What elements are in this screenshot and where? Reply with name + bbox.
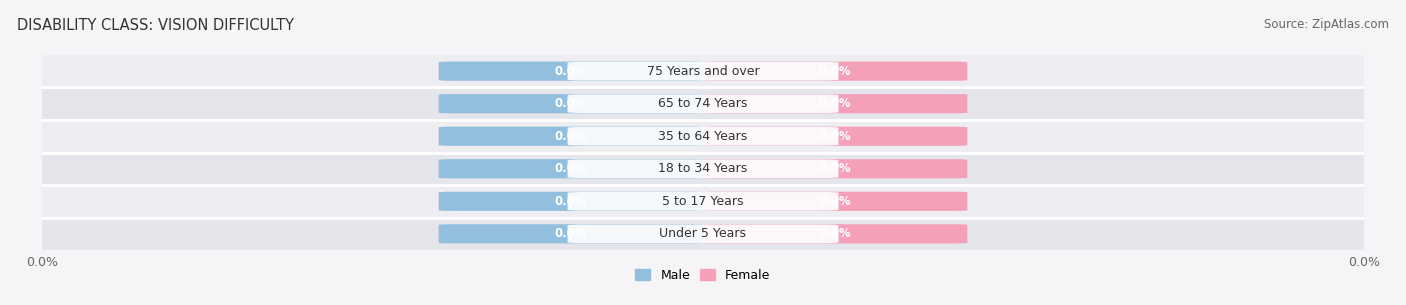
FancyBboxPatch shape bbox=[439, 94, 703, 113]
Text: 0.0%: 0.0% bbox=[554, 65, 588, 78]
FancyBboxPatch shape bbox=[568, 160, 838, 178]
FancyBboxPatch shape bbox=[568, 62, 838, 81]
FancyBboxPatch shape bbox=[439, 62, 703, 81]
FancyBboxPatch shape bbox=[703, 192, 967, 211]
FancyBboxPatch shape bbox=[439, 159, 703, 178]
FancyBboxPatch shape bbox=[703, 62, 967, 81]
Text: 0.0%: 0.0% bbox=[818, 162, 852, 175]
Text: DISABILITY CLASS: VISION DIFFICULTY: DISABILITY CLASS: VISION DIFFICULTY bbox=[17, 18, 294, 33]
Bar bbox=[42, 55, 1364, 88]
Bar bbox=[42, 217, 1364, 250]
Text: 0.0%: 0.0% bbox=[818, 227, 852, 240]
Text: 75 Years and over: 75 Years and over bbox=[647, 65, 759, 78]
Text: 0.0%: 0.0% bbox=[554, 97, 588, 110]
Text: 5 to 17 Years: 5 to 17 Years bbox=[662, 195, 744, 208]
FancyBboxPatch shape bbox=[568, 192, 838, 210]
Text: 0.0%: 0.0% bbox=[818, 130, 852, 143]
FancyBboxPatch shape bbox=[568, 127, 838, 145]
Bar bbox=[42, 88, 1364, 120]
FancyBboxPatch shape bbox=[703, 224, 967, 243]
Text: 35 to 64 Years: 35 to 64 Years bbox=[658, 130, 748, 143]
Bar bbox=[42, 152, 1364, 185]
Text: 0.0%: 0.0% bbox=[818, 97, 852, 110]
Text: 0.0%: 0.0% bbox=[818, 65, 852, 78]
FancyBboxPatch shape bbox=[703, 127, 967, 146]
Bar bbox=[42, 120, 1364, 152]
FancyBboxPatch shape bbox=[439, 127, 703, 146]
Legend: Male, Female: Male, Female bbox=[630, 264, 776, 287]
FancyBboxPatch shape bbox=[439, 224, 703, 243]
Text: Under 5 Years: Under 5 Years bbox=[659, 227, 747, 240]
Text: 0.0%: 0.0% bbox=[554, 195, 588, 208]
FancyBboxPatch shape bbox=[439, 192, 703, 211]
Bar bbox=[42, 185, 1364, 217]
Text: 0.0%: 0.0% bbox=[554, 227, 588, 240]
FancyBboxPatch shape bbox=[703, 159, 967, 178]
FancyBboxPatch shape bbox=[568, 224, 838, 243]
Text: 0.0%: 0.0% bbox=[818, 195, 852, 208]
FancyBboxPatch shape bbox=[703, 94, 967, 113]
Text: 65 to 74 Years: 65 to 74 Years bbox=[658, 97, 748, 110]
Text: 18 to 34 Years: 18 to 34 Years bbox=[658, 162, 748, 175]
Text: 0.0%: 0.0% bbox=[554, 130, 588, 143]
Text: 0.0%: 0.0% bbox=[554, 162, 588, 175]
FancyBboxPatch shape bbox=[568, 95, 838, 113]
Text: Source: ZipAtlas.com: Source: ZipAtlas.com bbox=[1264, 18, 1389, 31]
